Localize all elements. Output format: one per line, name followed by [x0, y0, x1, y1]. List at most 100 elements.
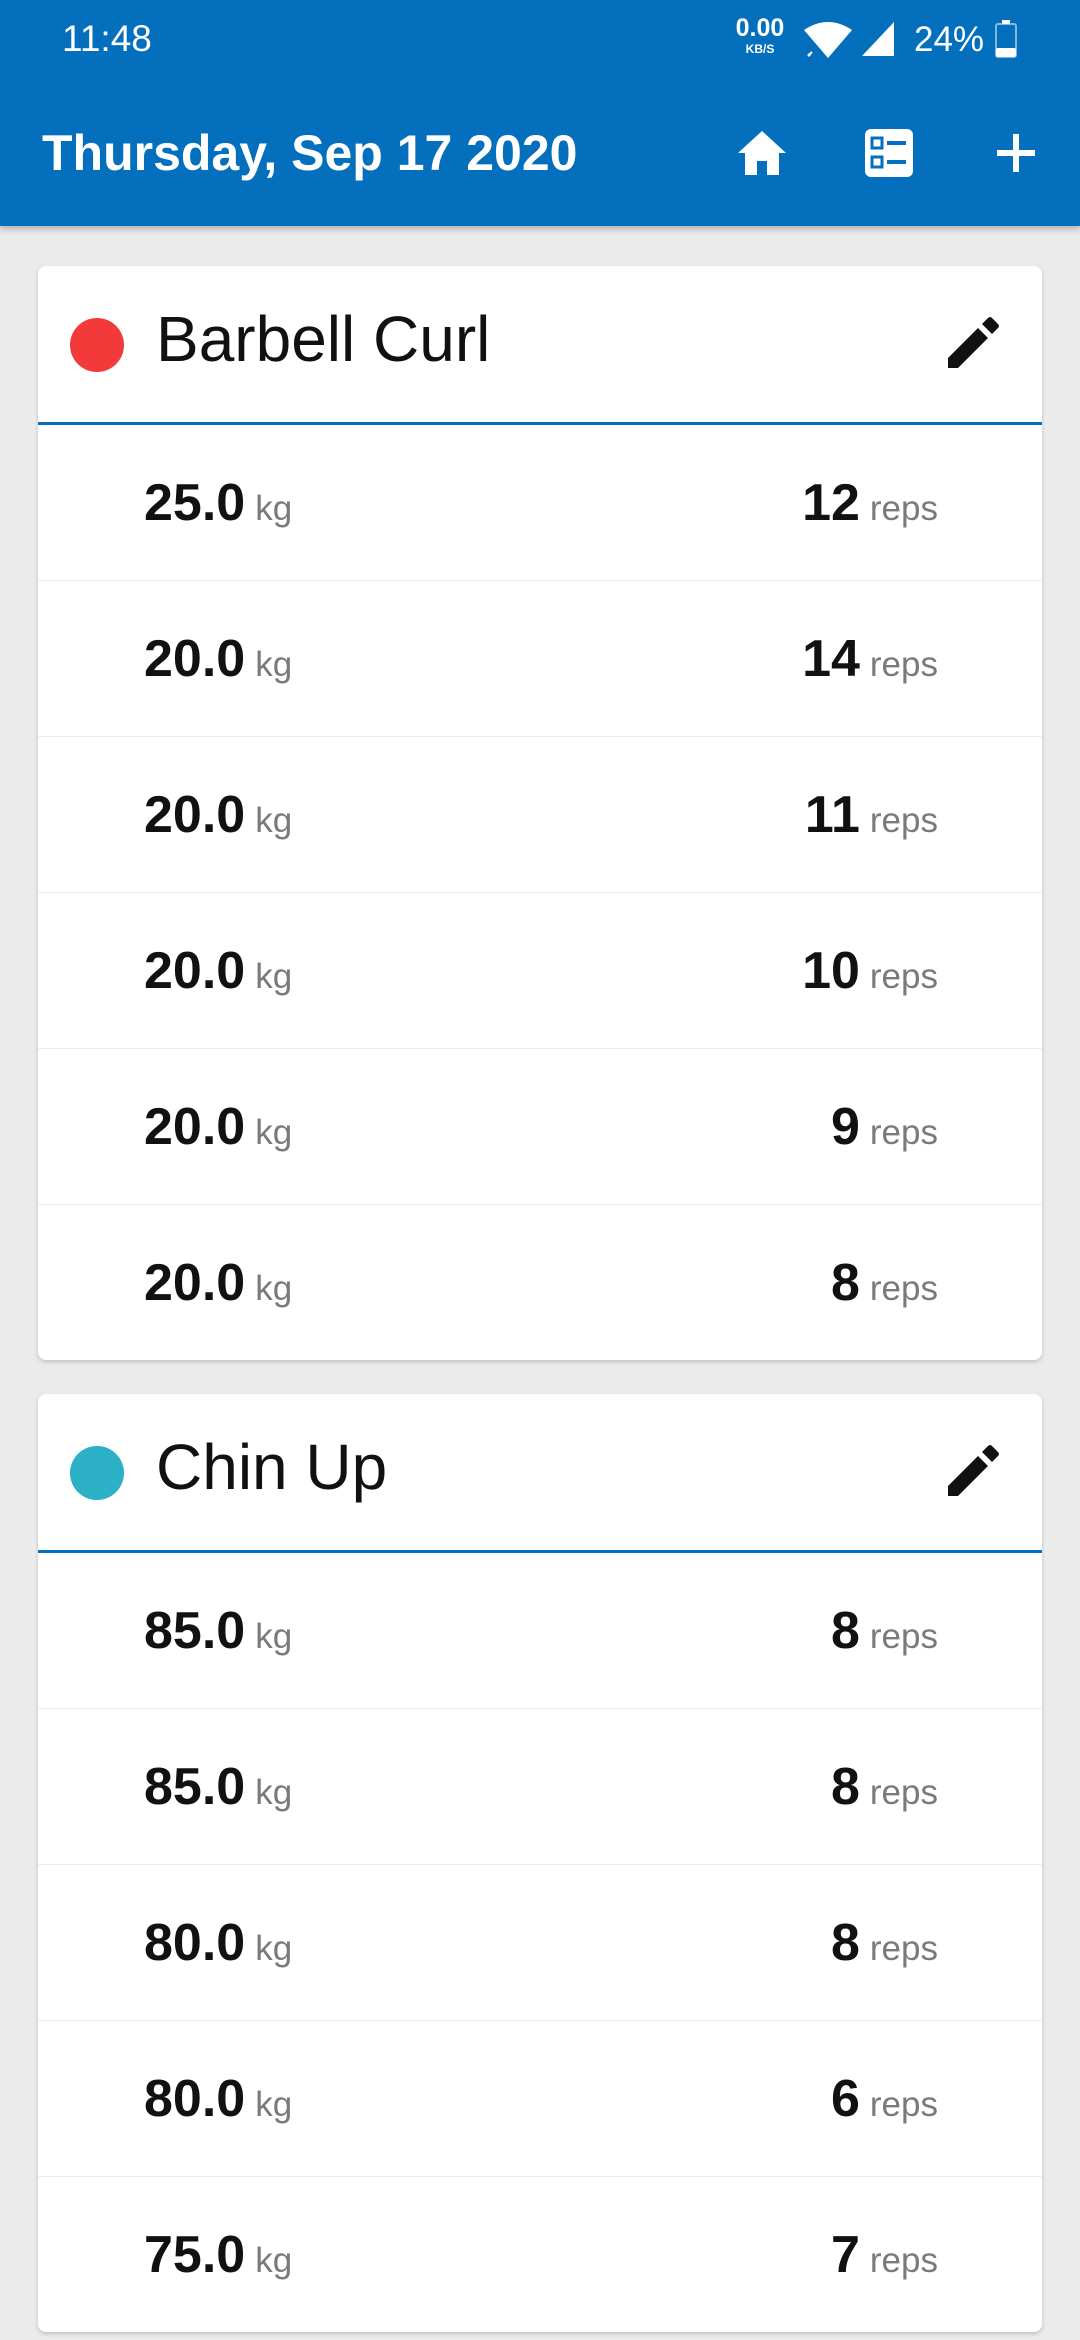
reps-value: 8: [830, 1602, 860, 1660]
set-reps: 9 reps: [831, 1097, 938, 1157]
reps-unit: reps: [869, 2085, 938, 2124]
edit-icon[interactable]: [942, 1442, 1002, 1502]
exercise-color-dot: [70, 318, 124, 372]
set-reps: 8 reps: [831, 1253, 938, 1313]
reps-value: 6: [830, 2070, 860, 2128]
set-reps: 12 reps: [802, 473, 938, 533]
set-reps: 14 reps: [802, 629, 938, 689]
weight-value: 20.0: [144, 786, 246, 844]
weight-unit: kg: [255, 1929, 293, 1968]
reps-value: 12: [802, 474, 860, 532]
page-title: Thursday, Sep 17 2020: [42, 125, 578, 181]
weight-value: 20.0: [144, 1098, 246, 1156]
reps-unit: reps: [869, 1269, 938, 1308]
reps-value: 9: [830, 1098, 860, 1156]
set-row[interactable]: 75.0 kg 7 reps: [38, 2177, 1042, 2332]
reps-value: 10: [802, 942, 860, 1000]
reps-unit: reps: [869, 957, 938, 996]
wifi-icon: [804, 22, 852, 58]
reps-unit: reps: [869, 1113, 938, 1152]
weight-unit: kg: [255, 801, 293, 840]
exercise-card: Chin Up 85.0 kg 8 reps 85.0 kg 8 reps 80.0 kg…: [38, 1394, 1042, 2332]
signal-icon: [862, 22, 894, 56]
exercise-card: Barbell Curl 25.0 kg 12 reps 20.0 kg 14 reps…: [38, 266, 1042, 1360]
set-weight: 20.0 kg: [144, 941, 292, 1001]
set-row[interactable]: 85.0 kg 8 reps: [38, 1553, 1042, 1709]
set-weight: 20.0 kg: [144, 1097, 292, 1157]
home-button[interactable]: [727, 118, 797, 188]
add-icon: [997, 134, 1035, 172]
set-weight: 85.0 kg: [144, 1601, 292, 1661]
network-speed-value: 0.00: [735, 14, 785, 42]
weight-value: 85.0: [144, 1602, 246, 1660]
set-row[interactable]: 25.0 kg 12 reps: [38, 425, 1042, 581]
set-weight: 80.0 kg: [144, 1913, 292, 1973]
reps-value: 8: [830, 1254, 860, 1312]
battery-icon: [995, 20, 1017, 58]
weight-value: 20.0: [144, 942, 246, 1000]
weight-unit: kg: [255, 1269, 293, 1308]
network-speed: 0.00 KB/S: [732, 14, 788, 56]
set-row[interactable]: 85.0 kg 8 reps: [38, 1709, 1042, 1865]
weight-unit: kg: [255, 2085, 293, 2124]
weight-unit: kg: [255, 645, 293, 684]
set-row[interactable]: 20.0 kg 9 reps: [38, 1049, 1042, 1205]
add-button[interactable]: [981, 118, 1051, 188]
reps-unit: reps: [869, 645, 938, 684]
reps-unit: reps: [869, 801, 938, 840]
set-row[interactable]: 20.0 kg 14 reps: [38, 581, 1042, 737]
set-row[interactable]: 20.0 kg 8 reps: [38, 1205, 1042, 1360]
weight-value: 85.0: [144, 1758, 246, 1816]
reps-unit: reps: [869, 1929, 938, 1968]
exercise-name: Chin Up: [156, 1431, 388, 1503]
set-reps: 8 reps: [831, 1757, 938, 1817]
reps-value: 7: [830, 2226, 860, 2284]
weight-unit: kg: [255, 957, 293, 996]
set-weight: 20.0 kg: [144, 785, 292, 845]
set-row[interactable]: 20.0 kg 10 reps: [38, 893, 1042, 1049]
reps-value: 11: [804, 786, 860, 844]
reps-unit: reps: [869, 2241, 938, 2280]
exercise-color-dot: [70, 1446, 124, 1500]
weight-value: 80.0: [144, 1914, 246, 1972]
exercise-card-header: Barbell Curl: [38, 266, 1042, 425]
set-reps: 7 reps: [831, 2225, 938, 2285]
home-icon: [738, 131, 786, 175]
set-weight: 75.0 kg: [144, 2225, 292, 2285]
set-row[interactable]: 80.0 kg 8 reps: [38, 1865, 1042, 2021]
weight-value: 20.0: [144, 1254, 246, 1312]
reps-unit: reps: [869, 1773, 938, 1812]
battery-percent: 24%: [914, 20, 985, 59]
set-weight: 80.0 kg: [144, 2069, 292, 2129]
set-weight: 85.0 kg: [144, 1757, 292, 1817]
set-row[interactable]: 20.0 kg 11 reps: [38, 737, 1042, 893]
list-view-button[interactable]: [854, 118, 924, 188]
set-weight: 20.0 kg: [144, 1253, 292, 1313]
edit-icon[interactable]: [942, 314, 1002, 374]
weight-unit: kg: [255, 1773, 293, 1812]
reps-unit: reps: [869, 1617, 938, 1656]
weight-value: 75.0: [144, 2226, 246, 2284]
app-header: 11:48 0.00 KB/S 24% Thursday, Sep 17 202…: [0, 0, 1080, 226]
set-reps: 6 reps: [831, 2069, 938, 2129]
set-row[interactable]: 80.0 kg 6 reps: [38, 2021, 1042, 2177]
weight-value: 80.0: [144, 2070, 246, 2128]
set-reps: 11 reps: [805, 785, 938, 845]
weight-unit: kg: [255, 489, 293, 528]
exercise-name: Barbell Curl: [156, 303, 491, 375]
weight-unit: kg: [255, 1113, 293, 1152]
reps-value: 14: [802, 630, 860, 688]
set-weight: 25.0 kg: [144, 473, 292, 533]
set-weight: 20.0 kg: [144, 629, 292, 689]
reps-value: 8: [830, 1914, 860, 1972]
weight-unit: kg: [255, 2241, 293, 2280]
reps-unit: reps: [869, 489, 938, 528]
set-reps: 10 reps: [802, 941, 938, 1001]
network-speed-unit: KB/S: [745, 42, 775, 56]
weight-value: 20.0: [144, 630, 246, 688]
status-time: 11:48: [62, 18, 152, 59]
set-reps: 8 reps: [831, 1601, 938, 1661]
reps-value: 8: [830, 1758, 860, 1816]
list-icon: [865, 129, 913, 177]
weight-unit: kg: [255, 1617, 293, 1656]
